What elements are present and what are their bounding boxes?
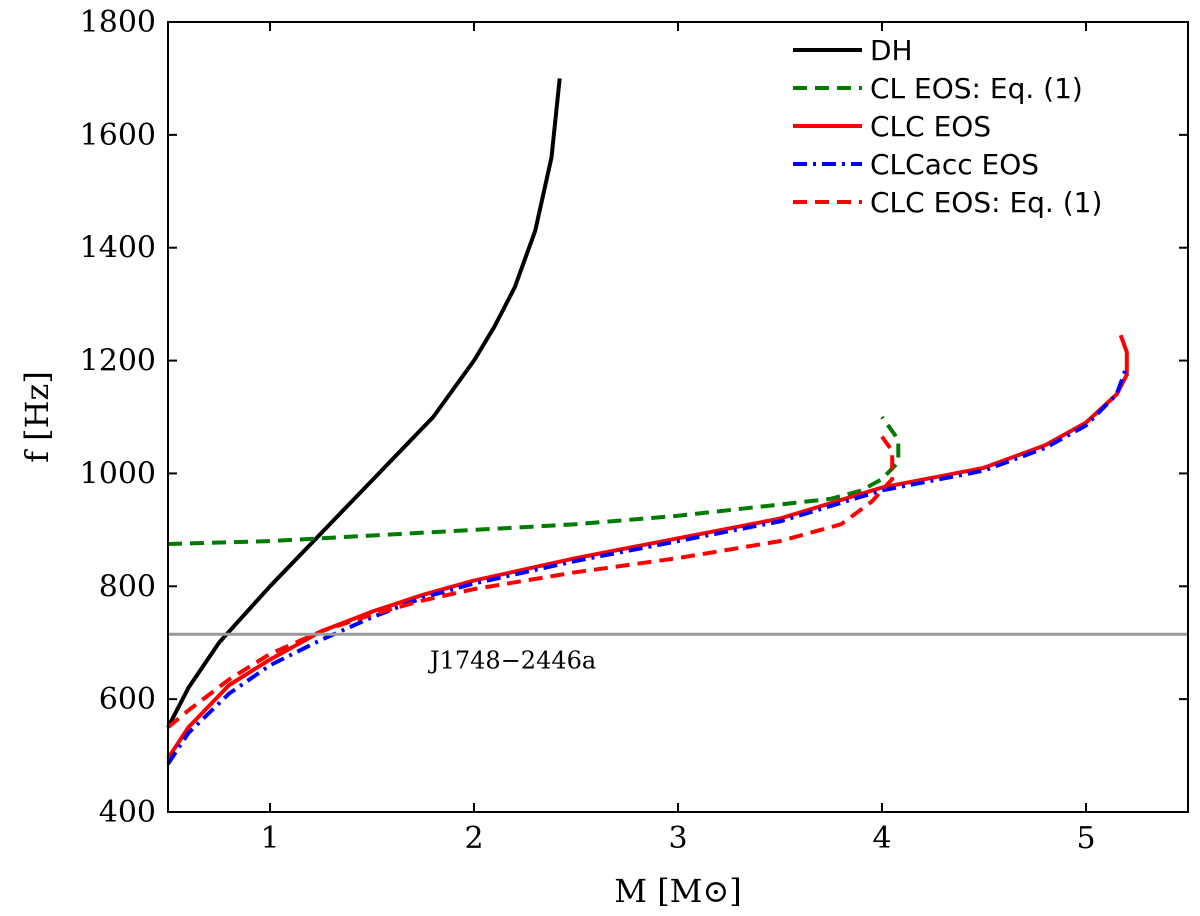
axes [167, 21, 1189, 813]
reference-line-group: J1748−2446a [168, 632, 1188, 674]
y-tick-label: 400 [99, 795, 156, 830]
series-group [166, 78, 1129, 766]
series-line-dh [166, 78, 562, 729]
y-tick-label: 1800 [80, 5, 156, 40]
legend-label: CL EOS: Eq. (1) [870, 72, 1083, 105]
series-line-cl-eos-eq-1 [167, 415, 901, 546]
x-tick-label: 1 [260, 821, 279, 856]
series-line-clcacc-eos [166, 365, 1129, 766]
x-axis-label: M [M⊙] [614, 872, 741, 910]
x-tick-label: 5 [1076, 821, 1095, 856]
ticks: 1 2 3 4 5 400 600 800 1000 1200 1400 1600 1800 [80, 5, 1188, 856]
series-line-clc-eos-eq-1 [166, 429, 895, 729]
y-tick-label: 1200 [80, 344, 156, 379]
y-tick-label: 1000 [80, 456, 156, 491]
reference-line-label: J1748−2446a [427, 646, 596, 674]
series-line-clc-eos [166, 334, 1129, 760]
legend-label: DH [870, 34, 913, 67]
x-tick-label: 4 [872, 821, 891, 856]
y-tick-label: 1600 [80, 118, 156, 153]
x-tick-label: 3 [668, 821, 687, 856]
x-tick-label: 2 [464, 821, 483, 856]
y-tick-label: 800 [99, 569, 156, 604]
y-axis-label: f [Hz] [18, 371, 56, 463]
plot-frame [167, 21, 1189, 813]
y-tick-label: 1400 [80, 231, 156, 266]
legend-label: CLCacc EOS [870, 148, 1039, 181]
legend: DH CL EOS: Eq. (1) CLC EOS CLCacc EOS CLC EO… [793, 34, 1102, 219]
legend-label: CLC EOS: Eq. (1) [870, 186, 1102, 219]
legend-label: CLC EOS [870, 110, 991, 143]
y-tick-label: 600 [99, 682, 156, 717]
